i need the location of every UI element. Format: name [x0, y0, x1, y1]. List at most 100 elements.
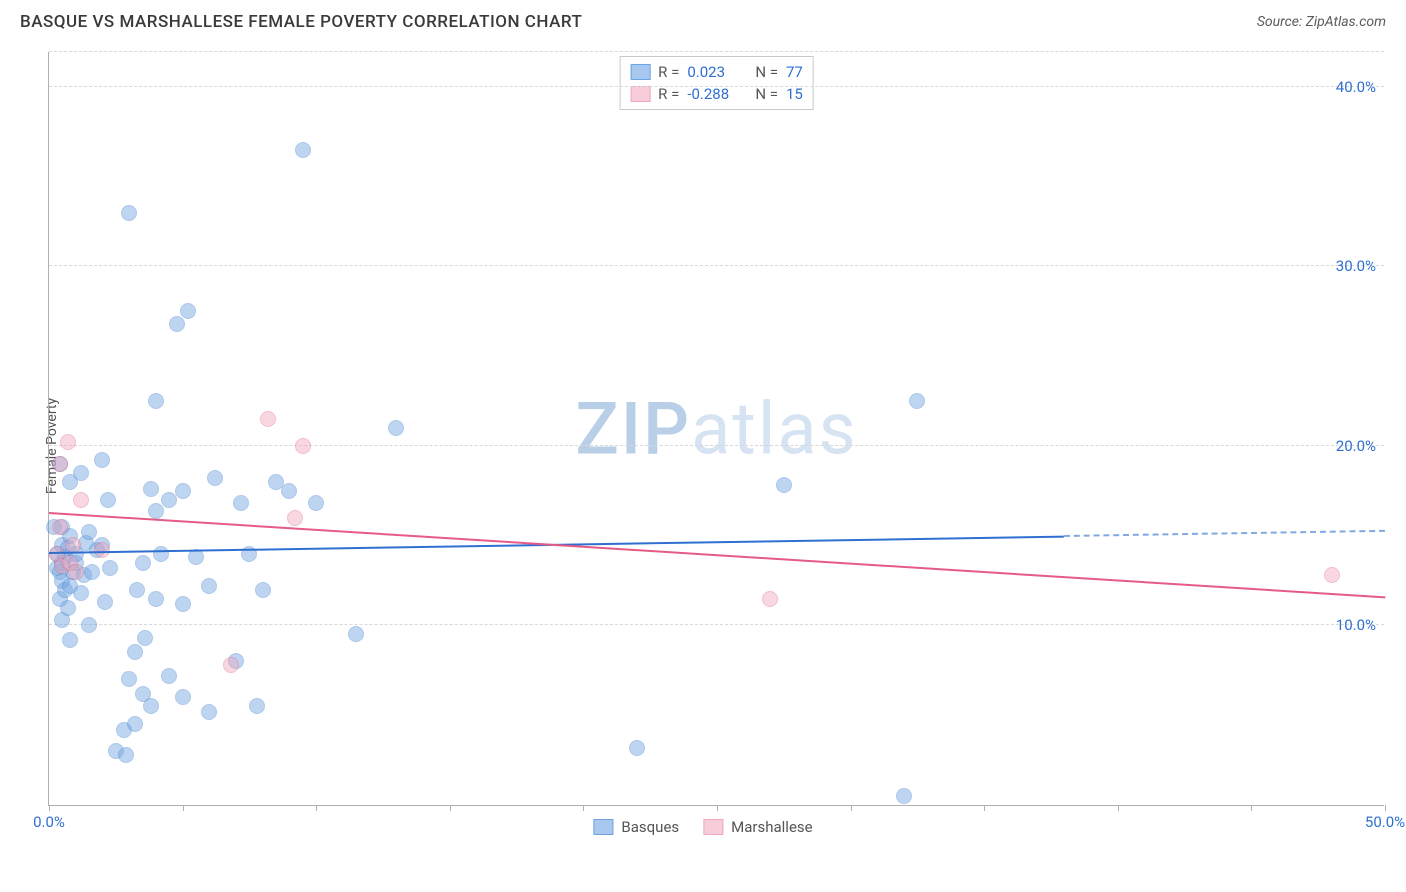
x-tick-label: 0.0%: [33, 813, 65, 831]
series-legend: Basques Marshallese: [593, 818, 812, 836]
data-point: [60, 600, 76, 616]
data-point: [223, 657, 239, 673]
data-point: [896, 788, 912, 804]
x-tick: [583, 805, 584, 811]
data-point: [233, 495, 249, 511]
data-point: [62, 632, 78, 648]
data-point: [100, 492, 116, 508]
data-point: [129, 582, 145, 598]
data-point: [148, 393, 164, 409]
trendline-dashed: [1064, 530, 1385, 537]
data-point: [629, 740, 645, 756]
data-point: [148, 503, 164, 519]
data-point: [201, 704, 217, 720]
data-point: [127, 644, 143, 660]
scatter-chart: ZIPatlas R =0.023N =77R =-0.288N =15 10.…: [48, 52, 1384, 806]
x-tick: [1251, 805, 1252, 811]
watermark: ZIPatlas: [575, 386, 857, 471]
gridline-h: [49, 624, 1384, 625]
legend-text: 0.023: [687, 63, 747, 81]
data-point: [127, 716, 143, 732]
legend-swatch: [630, 86, 650, 102]
data-point: [776, 477, 792, 493]
data-point: [281, 483, 297, 499]
x-tick: [49, 805, 50, 811]
watermark-light: atlas: [691, 386, 858, 471]
data-point: [97, 594, 113, 610]
data-point: [287, 510, 303, 526]
x-tick: [851, 805, 852, 811]
y-tick-label: 20.0%: [1336, 437, 1376, 455]
legend-label: Basques: [621, 818, 679, 836]
legend-swatch: [703, 819, 723, 835]
data-point: [249, 698, 265, 714]
legend-text: R =: [658, 85, 679, 103]
data-point: [295, 438, 311, 454]
data-point: [52, 519, 68, 535]
legend-row: R = 0.023 N = 77: [630, 61, 803, 83]
data-point: [348, 626, 364, 642]
gridline-h: [49, 51, 1384, 52]
data-point: [175, 596, 191, 612]
data-point: [148, 591, 164, 607]
data-point: [388, 420, 404, 436]
legend-label: Marshallese: [731, 818, 812, 836]
watermark-strong: ZIP: [575, 386, 691, 471]
gridline-h: [49, 265, 1384, 266]
data-point: [60, 434, 76, 450]
data-point: [169, 316, 185, 332]
data-point: [52, 456, 68, 472]
data-point: [81, 524, 97, 540]
data-point: [295, 142, 311, 158]
x-tick: [450, 805, 451, 811]
data-point: [201, 578, 217, 594]
data-point: [260, 411, 276, 427]
data-point: [118, 747, 134, 763]
data-point: [135, 555, 151, 571]
x-tick-label: 50.0%: [1365, 813, 1405, 831]
data-point: [84, 564, 100, 580]
legend-text: R =: [658, 63, 679, 81]
chart-header: BASQUE VS MARSHALLESE FEMALE POVERTY COR…: [0, 0, 1406, 40]
data-point: [121, 671, 137, 687]
x-tick: [316, 805, 317, 811]
data-point: [175, 483, 191, 499]
x-tick: [1385, 805, 1386, 811]
data-point: [153, 546, 169, 562]
legend-text: N =: [755, 85, 778, 103]
data-point: [143, 698, 159, 714]
gridline-h: [49, 445, 1384, 446]
legend-swatch: [630, 64, 650, 80]
legend-item: Basques: [593, 818, 679, 836]
legend-item: Marshallese: [703, 818, 812, 836]
data-point: [68, 564, 84, 580]
data-point: [73, 585, 89, 601]
data-point: [94, 452, 110, 468]
data-point: [762, 591, 778, 607]
gridline-h: [49, 86, 1384, 87]
y-tick-label: 30.0%: [1336, 257, 1376, 275]
x-tick: [717, 805, 718, 811]
data-point: [65, 537, 81, 553]
legend-text: 15: [786, 85, 803, 103]
x-tick: [1118, 805, 1119, 811]
legend-text: N =: [755, 63, 778, 81]
data-point: [73, 465, 89, 481]
data-point: [1324, 567, 1340, 583]
data-point: [308, 495, 324, 511]
x-tick: [183, 805, 184, 811]
data-point: [137, 630, 153, 646]
legend-text: 77: [786, 63, 803, 81]
y-tick-label: 40.0%: [1336, 78, 1376, 96]
data-point: [102, 560, 118, 576]
data-point: [255, 582, 271, 598]
x-tick: [984, 805, 985, 811]
chart-source: Source: ZipAtlas.com: [1257, 14, 1386, 30]
data-point: [161, 668, 177, 684]
data-point: [81, 617, 97, 633]
data-point: [143, 481, 159, 497]
correlation-legend: R =0.023N =77R =-0.288N =15: [619, 56, 814, 110]
data-point: [73, 492, 89, 508]
data-point: [175, 689, 191, 705]
legend-swatch: [593, 819, 613, 835]
